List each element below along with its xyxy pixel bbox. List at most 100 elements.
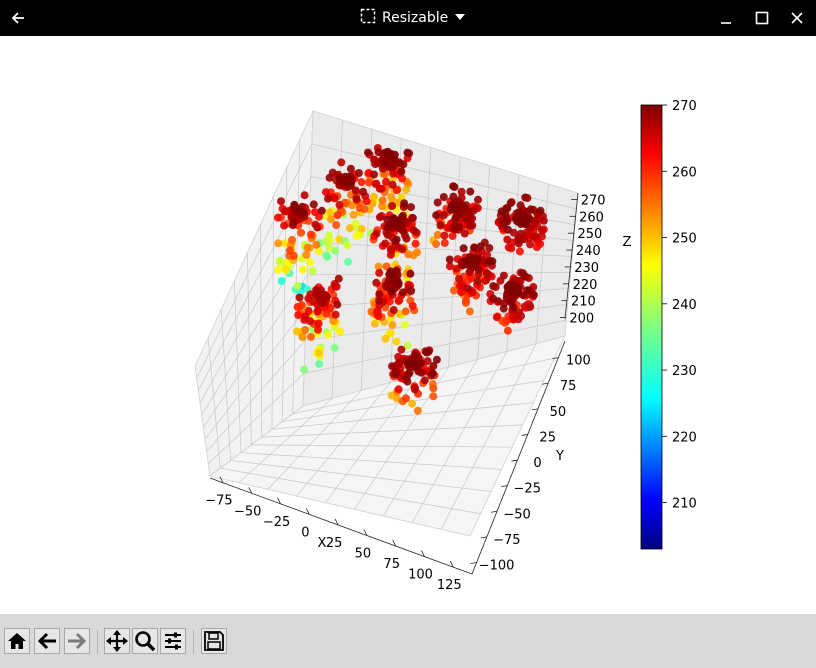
scatter-point — [448, 232, 457, 240]
scatter-point — [357, 224, 366, 233]
scatter-point — [300, 191, 309, 200]
x-tick-label: −75 — [205, 494, 232, 509]
plot-area[interactable]: −75 −50 −25 0 25 50 75 100 125 X −100 −75 −50 −25 0 2… — [0, 36, 816, 614]
scatter-point — [354, 169, 363, 177]
scatter-point — [466, 187, 475, 196]
scatter-point — [384, 150, 393, 159]
scatter-point — [375, 213, 384, 222]
scatter-point — [294, 311, 303, 319]
scatter-point — [355, 204, 364, 213]
y-tick-mark — [511, 459, 518, 462]
scatter-point — [331, 282, 340, 291]
scatter-point — [383, 280, 392, 288]
scatter-point — [413, 248, 421, 257]
scatter-point — [387, 245, 395, 254]
toolbar-separator — [97, 630, 98, 654]
scatter-point — [515, 247, 524, 256]
scatter-point — [300, 365, 308, 374]
scatter-point — [359, 187, 368, 196]
scatter-point — [337, 158, 346, 167]
scatter-point — [422, 348, 431, 357]
scatter-point — [293, 303, 302, 311]
scatter-point — [469, 206, 478, 215]
scatter-point — [521, 193, 530, 202]
scatter-point — [273, 213, 282, 222]
scatter-point — [308, 266, 317, 275]
scatter-point — [326, 208, 334, 217]
scatter-points — [273, 144, 548, 415]
scatter-point — [408, 214, 417, 222]
scatter-point — [394, 359, 403, 367]
scatter-point — [314, 325, 322, 334]
close-icon[interactable] — [783, 0, 811, 36]
scatter-point — [335, 235, 344, 244]
home-icon[interactable] — [4, 628, 30, 654]
z-tick-label: 200 — [569, 312, 594, 327]
scatter-point — [509, 284, 518, 293]
scatter-point — [336, 327, 345, 336]
scatter-point — [449, 192, 458, 201]
scatter-point — [532, 232, 541, 241]
maximize-icon[interactable] — [748, 0, 776, 36]
scatter-point — [499, 271, 508, 280]
configure-subplots-icon[interactable] — [160, 628, 186, 654]
scatter-point — [329, 317, 338, 325]
y-axis: −100 −75 −50 −25 0 25 50 75 100 Y — [470, 340, 591, 575]
scatter-point — [398, 288, 407, 297]
scatter-point — [387, 193, 396, 201]
scatter-point — [402, 234, 411, 243]
window-title-group[interactable]: Resizable — [360, 0, 466, 36]
scatter-point — [394, 352, 403, 361]
y-tick-mark — [542, 382, 549, 385]
scatter-point — [325, 243, 334, 252]
scatter-point — [410, 383, 419, 392]
scatter-point — [403, 341, 412, 350]
scatter-point — [386, 329, 395, 338]
scatter-point — [385, 270, 394, 279]
minimize-icon[interactable] — [712, 0, 740, 36]
scatter-point — [403, 358, 412, 367]
scatter-point — [482, 276, 491, 285]
scatter-point — [274, 265, 283, 274]
x-axis-label: X — [318, 536, 327, 551]
zoom-icon[interactable] — [132, 628, 158, 654]
pan-icon[interactable] — [104, 628, 130, 654]
scatter-point — [302, 250, 311, 259]
x-tick-mark — [334, 518, 339, 526]
scatter-point — [520, 302, 529, 311]
y-tick-mark — [480, 536, 487, 539]
save-icon[interactable] — [201, 628, 227, 654]
scatter-point — [369, 192, 378, 201]
scatter-point — [398, 245, 407, 254]
back-icon[interactable] — [34, 628, 60, 654]
scatter-point — [357, 178, 366, 187]
scatter-point — [330, 194, 339, 203]
scatter-point — [275, 257, 284, 266]
scatter-point — [476, 242, 485, 251]
scatter-point — [344, 257, 353, 266]
scatter-point — [293, 281, 302, 290]
scatter-point — [375, 296, 384, 305]
scatter-point — [317, 286, 326, 295]
x-axis: −75−50−25 0 25 50 75 100 125 X — [205, 476, 473, 593]
scatter-point — [503, 204, 512, 213]
x-tick-label: 50 — [355, 546, 372, 561]
scatter-point — [364, 148, 372, 157]
scatter-point — [519, 269, 527, 278]
scatter-point — [388, 321, 397, 329]
scatter-point — [526, 302, 535, 311]
back-arrow-icon[interactable] — [4, 0, 32, 36]
scatter-point — [372, 278, 381, 287]
scatter-point — [529, 290, 538, 299]
forward-icon[interactable] — [64, 628, 90, 654]
scatter-point — [370, 319, 379, 328]
scatter-point — [389, 169, 398, 178]
scatter-point — [515, 308, 524, 317]
scatter-point — [325, 173, 334, 182]
scatter-point — [333, 300, 342, 309]
colorbar-tick-label: 240 — [672, 298, 697, 313]
scatter-point — [509, 303, 518, 312]
scatter-point — [468, 221, 477, 230]
scatter-point — [277, 277, 286, 285]
